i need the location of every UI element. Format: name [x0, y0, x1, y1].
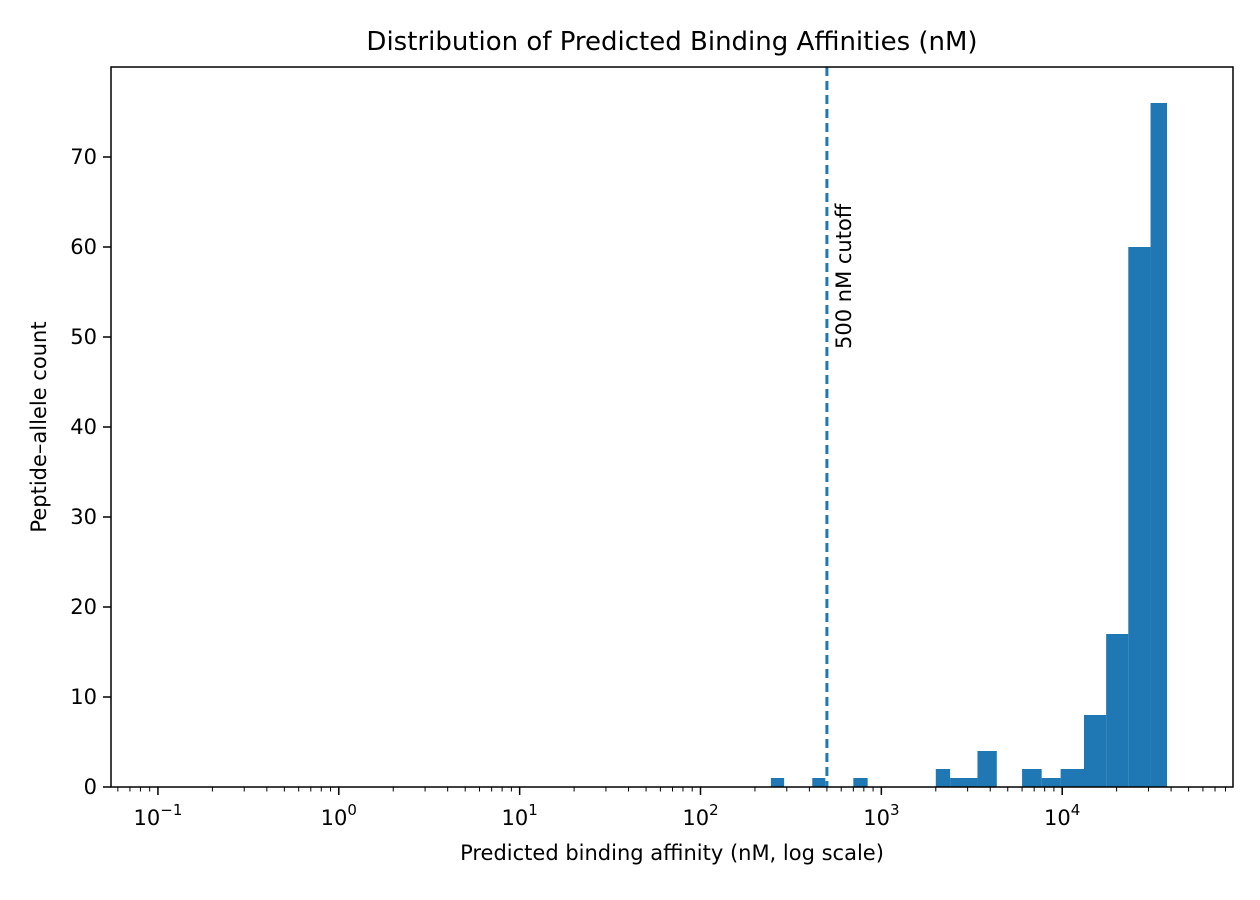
x-tick-label-5: 104 — [1044, 801, 1080, 830]
y-axis-ticks: 0 10 20 30 40 50 60 70 — [70, 145, 111, 799]
histogram-bars — [770, 103, 1168, 787]
cutoff-line-group: 500 nM cutoff — [825, 67, 856, 787]
x-axis-ticks: 10−1 100 101 102 103 104 — [117, 787, 1227, 830]
histogram-bar-2 — [853, 778, 868, 787]
histogram-bar-5 — [977, 751, 997, 787]
histogram-bar-3 — [935, 769, 951, 787]
cutoff-label: 500 nM cutoff — [832, 203, 856, 349]
y-tick-label-4: 40 — [70, 415, 97, 439]
histogram-bar-6 — [1022, 769, 1042, 787]
y-tick-label-1: 10 — [70, 685, 97, 709]
y-tick-label-7: 70 — [70, 145, 97, 169]
y-axis-label: Peptide–allele count — [27, 321, 51, 532]
x-tick-label-2: 101 — [502, 801, 538, 830]
histogram-bar-9 — [1083, 715, 1107, 787]
histogram-bar-10 — [1106, 634, 1129, 787]
x-axis-label: Predicted binding affinity (nM, log scal… — [460, 841, 884, 865]
y-tick-label-3: 30 — [70, 505, 97, 529]
histogram-bar-7 — [1041, 778, 1061, 787]
histogram-bar-4 — [950, 778, 978, 787]
x-tick-label-3: 102 — [682, 801, 718, 830]
chart-title: Distribution of Predicted Binding Affini… — [366, 27, 977, 57]
histogram-bar-8 — [1060, 769, 1084, 787]
histogram-bar-12 — [1150, 103, 1168, 787]
x-tick-label-1: 100 — [321, 801, 357, 830]
y-tick-label-6: 60 — [70, 235, 97, 259]
y-tick-label-5: 50 — [70, 325, 97, 349]
y-tick-label-0: 0 — [84, 775, 97, 799]
x-tick-label-0: 10−1 — [134, 801, 183, 830]
histogram-bar-0 — [770, 778, 785, 787]
x-tick-label-4: 103 — [863, 801, 899, 830]
histogram-bar-11 — [1128, 247, 1151, 787]
histogram-bar-1 — [812, 778, 826, 787]
plot-frame — [110, 66, 1234, 788]
y-tick-label-2: 20 — [70, 595, 97, 619]
